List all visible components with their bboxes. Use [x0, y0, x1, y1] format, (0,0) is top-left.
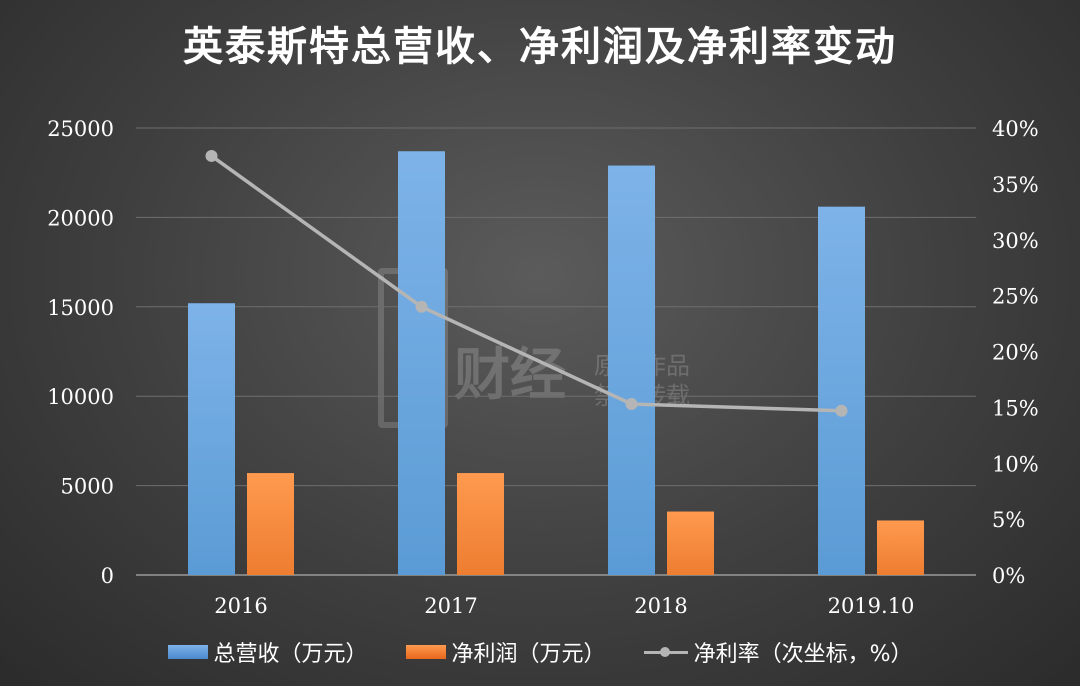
- legend: 总营收（万元） 净利润（万元） 净利率（次坐标，%）: [0, 636, 1080, 668]
- legend-item-margin: 净利率（次坐标，%）: [643, 636, 913, 668]
- point-margin: [415, 300, 428, 313]
- chart-title: 英泰斯特总营收、净利润及净利率变动: [183, 24, 897, 70]
- legend-swatch-margin: [643, 645, 688, 659]
- legend-item-revenue: 总营收（万元）: [167, 636, 368, 668]
- y-right-tick-label: 30%: [992, 229, 1039, 253]
- y-left-tick-label: 15000: [47, 296, 114, 320]
- bar-profit: [457, 473, 504, 575]
- y-right-tick-label: 5%: [992, 508, 1025, 532]
- bar-profit: [667, 511, 714, 575]
- x-tick-label: 2018: [634, 594, 687, 618]
- y-left-tick-label: 10000: [47, 385, 114, 409]
- bar-profit: [247, 473, 294, 575]
- bar-profit: [877, 520, 924, 575]
- x-tick-label: 2017: [424, 594, 477, 618]
- x-tick-label: 2019.10: [828, 594, 915, 618]
- y-left-tick-label: 0: [101, 564, 114, 588]
- y-right-tick-label: 15%: [992, 396, 1039, 420]
- legend-swatch-profit: [405, 645, 446, 659]
- point-margin: [835, 404, 848, 417]
- y-left-tick-label: 25000: [47, 117, 114, 141]
- line-margin: [210, 154, 842, 413]
- y-right-tick-label: 25%: [992, 285, 1039, 309]
- y-right-tick-label: 10%: [992, 452, 1039, 476]
- bar-revenue: [398, 151, 445, 575]
- y-left-tick-label: 20000: [47, 206, 114, 230]
- legend-label-revenue: 总营收（万元）: [213, 642, 368, 667]
- point-margin: [625, 398, 638, 411]
- bar-revenue: [818, 206, 865, 575]
- y-left-tick-label: 5000: [61, 475, 114, 499]
- bar-revenue: [188, 303, 235, 575]
- bar-revenue: [608, 165, 655, 575]
- point-margin: [205, 149, 218, 162]
- y-right-tick-label: 40%: [992, 117, 1039, 141]
- y-right-tick-label: 0%: [992, 564, 1025, 588]
- legend-item-profit: 净利润（万元）: [405, 636, 606, 668]
- legend-swatch-revenue: [167, 645, 208, 659]
- x-tick-label: 2016: [214, 594, 267, 618]
- y-right-tick-label: 35%: [992, 173, 1039, 197]
- legend-label-profit: 净利润（万元）: [451, 642, 606, 667]
- y-right-tick-label: 20%: [992, 341, 1039, 365]
- legend-label-margin: 净利率（次坐标，%）: [693, 642, 913, 667]
